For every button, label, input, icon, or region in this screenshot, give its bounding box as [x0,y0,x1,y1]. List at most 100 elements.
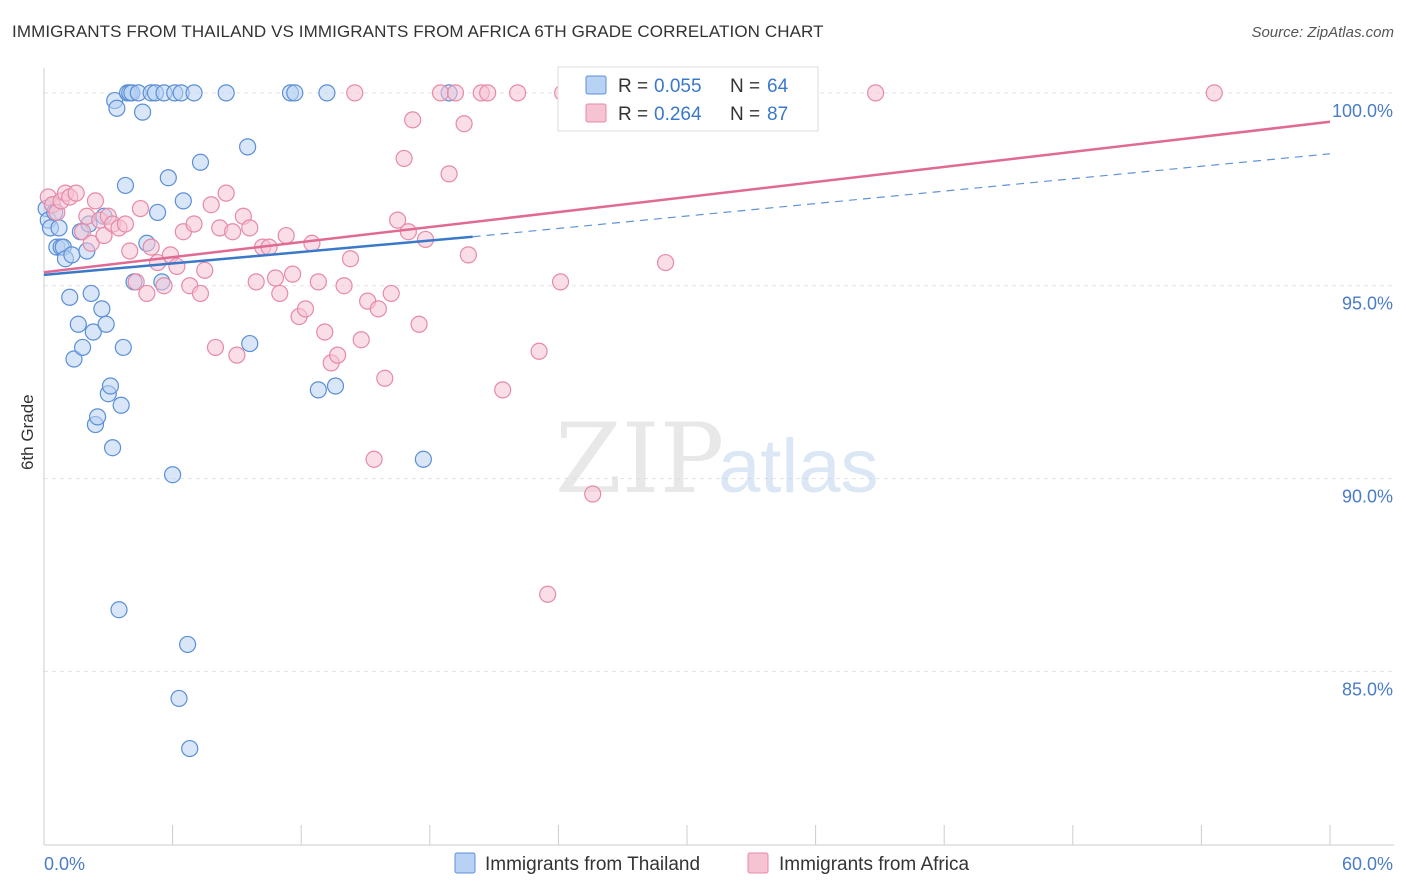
trend-line-africa [43,120,1331,274]
watermark: ZIP atlas [555,403,879,515]
data-point-thailand [65,350,83,368]
data-point-africa [352,331,370,349]
data-point-africa [217,184,235,202]
data-point-thailand [286,84,304,102]
data-point-thailand [63,246,81,264]
data-point-africa [241,219,259,237]
data-point-africa [376,369,394,387]
data-point-africa [341,250,360,268]
legend-label-thailand: Immigrants from Thailand [485,854,700,875]
y-tick-label: 85.0% [1342,679,1393,699]
data-point-thailand [97,315,115,333]
stats-n-value-africa: 87 [767,104,788,125]
stats-n-label-africa: N = [730,104,760,125]
data-point-africa [155,277,173,295]
data-point-africa [346,84,364,102]
data-point-africa [191,284,210,303]
data-point-thailand [82,284,100,303]
data-point-africa [202,196,220,214]
data-point-thailand [239,138,257,156]
data-point-africa [410,315,428,333]
data-point-thailand [179,635,197,654]
data-point-africa [206,338,225,357]
data-point-thailand [84,323,102,341]
data-point-thailand [50,219,68,237]
chart-title: IMMIGRANTS FROM THAILAND VS IMMIGRANTS F… [12,22,824,41]
data-point-africa [539,585,557,603]
data-point-thailand [69,315,87,333]
data-point-africa [382,284,400,303]
x-tick-labels: 0.0% 60.0% [44,854,1393,874]
data-point-thailand [73,338,92,357]
data-point-thailand [217,84,235,102]
data-point-africa [867,84,885,102]
data-point-thailand [103,439,122,457]
data-point-africa [228,346,246,364]
series-legend: Immigrants from Thailand Immigrants from… [454,852,969,875]
y-tick-label: 90.0% [1342,487,1393,507]
stats-r-value-africa: 0.264 [654,104,702,125]
data-point-africa [296,300,315,318]
data-point-africa [365,450,383,468]
data-point-africa [399,223,417,241]
data-point-thailand [61,288,79,306]
data-point-africa [1205,84,1223,102]
data-point-africa [329,346,347,364]
data-point-africa [303,234,321,252]
data-point-thailand [116,176,135,195]
stats-n-value-thailand: 64 [767,76,789,97]
data-point-thailand [181,739,199,758]
data-point-africa [404,111,422,129]
data-point-thailand [114,338,132,357]
data-point-africa [131,199,150,218]
trend-line-thailand-extension [472,153,1331,238]
data-point-africa [196,261,214,279]
stats-swatch-africa [585,103,607,123]
data-point-africa [316,323,334,341]
data-point-thailand [159,169,177,187]
data-point-africa [284,265,302,283]
data-point-africa [142,238,160,256]
data-point-africa [530,342,548,360]
legend-label-africa: Immigrants from Africa [779,854,969,875]
data-point-thailand [101,377,120,395]
data-point-thailand [414,450,432,468]
data-point-thailand [93,300,111,318]
stats-swatch-thailand [585,75,607,95]
data-point-thailand [88,408,107,426]
data-point-africa [584,485,602,503]
data-point-africa [494,381,512,399]
data-point-africa [247,273,265,291]
data-point-thailand [191,153,210,171]
data-point-thailand [110,601,128,619]
gridlines [44,92,1394,672]
data-point-africa [479,84,497,102]
data-point-africa [95,226,113,245]
source-credit: Source: ZipAtlas.com [1251,24,1394,41]
data-point-africa [656,253,675,272]
data-point-africa [335,277,353,295]
data-point-africa [277,226,295,245]
x-tick-label: 0.0% [44,854,85,874]
stats-n-label-thailand: N = [730,76,760,97]
data-point-thailand [174,192,192,210]
x-tick-label: 60.0% [1342,854,1393,874]
data-point-thailand [318,84,336,102]
trend-line-thailand [43,235,473,277]
data-point-africa [369,300,387,318]
data-point-africa [168,257,186,276]
y-tick-label: 100.0% [1332,101,1393,121]
data-point-africa [224,223,242,241]
data-point-africa [82,234,100,252]
data-point-africa [509,84,527,102]
series-africa-points [39,84,1223,603]
data-point-thailand [185,84,203,102]
data-point-thailand [309,381,327,399]
data-point-africa [86,192,105,210]
data-point-thailand [148,203,167,222]
data-point-thailand [108,99,126,117]
y-tick-labels: 85.0% 90.0% 95.0% 100.0% [1332,101,1393,700]
data-point-thailand [326,377,345,395]
data-point-africa [116,215,135,233]
data-point-africa [185,215,203,233]
